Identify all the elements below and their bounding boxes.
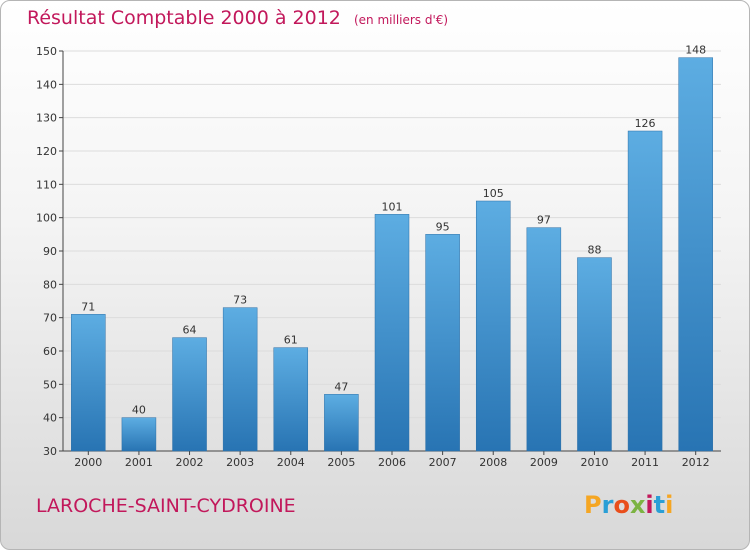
bars	[71, 57, 713, 452]
x-tick-label: 2003	[226, 456, 254, 469]
y-tick-label: 90	[43, 245, 57, 258]
x-tick-label: 2007	[429, 456, 457, 469]
brand-letter: i	[665, 491, 674, 519]
x-tick-label: 2001	[125, 456, 153, 469]
x-tick-label: 2002	[176, 456, 204, 469]
y-tick-label: 140	[36, 78, 57, 91]
bar	[121, 417, 157, 452]
brand-letter: o	[613, 491, 630, 519]
x-tick-label: 2000	[74, 456, 102, 469]
data-label: 61	[284, 334, 298, 347]
data-label: 97	[537, 214, 551, 227]
bar-chart: 30 40 50 60 70 80 90 100 110 120 130 140 150 2000 2001…	[36, 44, 721, 469]
x-tick-label: 2008	[479, 456, 507, 469]
x-tick-label: 2005	[327, 456, 355, 469]
x-tick-label: 2009	[530, 456, 558, 469]
y-tick-label: 80	[43, 278, 57, 291]
location-name: LAROCHE-SAINT-CYDROINE	[36, 495, 296, 517]
y-tick-label: 30	[43, 445, 57, 458]
brand-letter: i	[645, 491, 654, 519]
data-label: 101	[382, 200, 403, 213]
chart-title: Résultat Comptable 2000 à 2012	[27, 7, 341, 29]
brand-logo: Proxiti	[584, 491, 673, 519]
data-label: 40	[132, 404, 146, 417]
bar	[475, 200, 511, 452]
bar	[172, 337, 207, 452]
data-label: 64	[183, 324, 197, 337]
bar	[222, 307, 258, 452]
data-label: 88	[587, 244, 601, 257]
bar	[678, 57, 713, 452]
chart-subtitle: (en milliers d'€)	[353, 13, 449, 27]
title-row: Résultat Comptable 2000 à 2012 (en milli…	[27, 7, 448, 29]
brand-letter: P	[584, 491, 602, 519]
x-tick-label: 2010	[580, 456, 608, 469]
bar	[526, 227, 562, 452]
y-tick-label: 70	[43, 312, 57, 325]
bar	[627, 130, 663, 452]
data-label: 71	[81, 300, 95, 313]
y-tick-label: 130	[36, 112, 57, 125]
x-tick-label: 2006	[378, 456, 406, 469]
x-tick-label: 2011	[631, 456, 659, 469]
data-label: 105	[483, 187, 504, 200]
brand-letter: r	[601, 491, 614, 519]
bar	[425, 234, 460, 452]
x-tick-label: 2004	[277, 456, 305, 469]
data-label: 126	[635, 117, 656, 130]
bar	[71, 314, 106, 452]
y-tick-label: 100	[36, 212, 57, 225]
data-labels: 71 40 64 73 61 47 101 95 105 97 88 126 148	[81, 44, 706, 417]
bar	[577, 257, 612, 452]
y-tick-label: 60	[43, 345, 57, 358]
x-tick-label: 2012	[682, 456, 710, 469]
brand-letter: t	[653, 491, 666, 519]
y-tick-label: 150	[36, 45, 57, 58]
bar	[374, 214, 410, 452]
axes: 30 40 50 60 70 80 90 100 110 120 130 140 150 2000 2001…	[36, 45, 721, 469]
y-tick-label: 110	[36, 178, 57, 191]
bar	[273, 347, 309, 452]
brand-letter: x	[629, 491, 646, 519]
data-label: 47	[334, 380, 348, 393]
data-label: 73	[233, 294, 247, 307]
bar	[324, 394, 359, 452]
y-tick-label: 120	[36, 145, 57, 158]
y-tick-label: 50	[43, 378, 57, 391]
y-tick-label: 40	[43, 412, 57, 425]
data-label: 148	[685, 44, 706, 57]
data-label: 95	[436, 220, 450, 233]
